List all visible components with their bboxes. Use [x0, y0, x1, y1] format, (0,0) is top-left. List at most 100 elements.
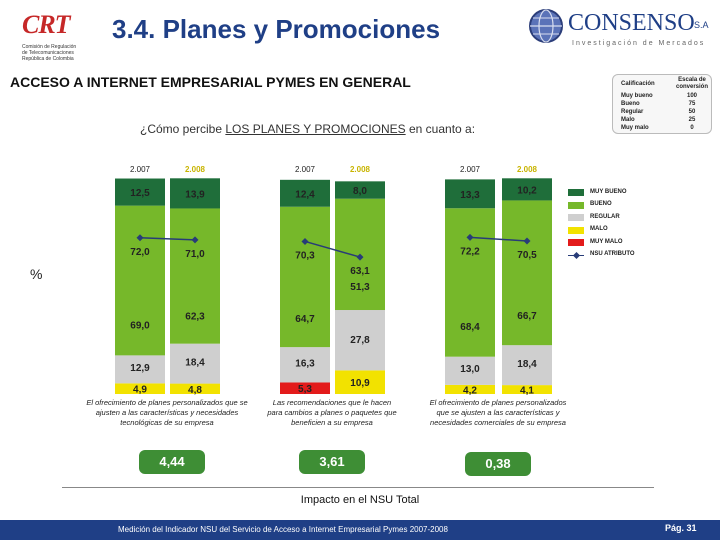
bar-segment-bueno [502, 200, 552, 346]
bar-data-label: 18,4 [185, 358, 205, 369]
nsu-line-segment [139, 237, 196, 241]
nsu-point [191, 236, 199, 244]
bar-data-label: 12,9 [130, 363, 150, 374]
bar-data-label: 64,7 [295, 314, 315, 325]
bar-data-label: 4,1 [520, 386, 534, 397]
scale-row-value: 100 [686, 93, 697, 99]
bar-segment-muy-bueno [170, 178, 220, 209]
bar-data-label: 27,8 [350, 335, 370, 346]
question-suffix: en cuanto a: [405, 122, 476, 136]
impact-value-badge: 0,38 [465, 452, 531, 476]
conversion-scale-table: Calificación Escala de conversión Muy bu… [612, 74, 712, 134]
bar-segment-regular [335, 310, 385, 371]
legend-label: NSU ATRIBUTO [590, 251, 635, 257]
bar-segment-muy-bueno [445, 179, 495, 209]
bar-segment-muy-malo [280, 382, 330, 394]
bar-segment-regular [170, 343, 220, 384]
bar-segment-regular [280, 347, 330, 383]
legend-label: MUY BUENO [590, 188, 627, 195]
bar-data-label: 13,3 [460, 190, 480, 201]
attribute-description: Las recomendaciones que le hacen para ca… [267, 398, 397, 427]
nsu-point [136, 234, 144, 242]
scale-row-value: 50 [688, 109, 696, 115]
bar-segment-muy-bueno [115, 178, 165, 206]
attribute-description: El ofrecimiento de planes personalizados… [86, 398, 248, 427]
question-emphasis: LOS PLANES Y PROMOCIONES [225, 122, 406, 136]
impact-value-badge: 3,61 [299, 450, 365, 474]
legend-label: MUY MALO [590, 238, 623, 245]
legend-swatch [568, 189, 584, 196]
bar-segment-malo [115, 383, 165, 394]
bar-data-label: 4,9 [133, 385, 147, 396]
scale-row-label: Muy bueno [621, 93, 653, 99]
legend-label: BUENO [590, 201, 612, 207]
bar-data-label: 10,9 [350, 378, 370, 389]
page-title: 3.4. Planes y Promociones [112, 14, 441, 44]
nsu-data-label: 71,0 [185, 249, 205, 260]
nsu-data-label: 70,5 [517, 250, 537, 261]
footer-text: Medición del Indicador NSU del Servicio … [118, 525, 448, 534]
year-tick-label: 2.007 [460, 165, 481, 174]
nsu-point [356, 253, 364, 261]
bar-segment-bueno [280, 206, 330, 348]
scale-row-label: Muy malo [621, 125, 649, 131]
bar-segment-regular [115, 355, 165, 384]
impact-title: Impacto en el NSU Total [300, 494, 420, 506]
nsu-point [301, 237, 309, 245]
nsu-data-label: 72,0 [130, 247, 150, 258]
bar-data-label: 4,8 [188, 385, 202, 396]
survey-question: ¿Cómo percibe LOS PLANES Y PROMOCIONES e… [140, 122, 475, 136]
legend-swatch [568, 239, 584, 246]
bar-segment-regular [445, 356, 495, 385]
year-tick-label: 2.007 [295, 165, 316, 174]
bar-segment-muy-bueno [280, 179, 330, 207]
bar-segment-bueno [115, 205, 165, 356]
bar-data-label: 66,7 [517, 311, 537, 322]
scale-col-conversion: Escala de conversión [675, 77, 708, 90]
nsu-data-label: 63,1 [350, 266, 370, 277]
section-subtitle: ACCESO A INTERNET EMPRESARIAL PYMES EN G… [10, 74, 411, 90]
bar-segment-bueno [170, 208, 220, 344]
bar-data-label: 12,4 [295, 189, 315, 200]
scale-row-value: 75 [688, 101, 696, 107]
bar-segment-malo [445, 384, 495, 394]
bar-segment-muy-bueno [335, 181, 385, 199]
year-tick-label: 2.008 [517, 165, 538, 174]
bar-segment-regular [502, 345, 552, 386]
bar-data-label: 13,9 [185, 189, 205, 200]
question-prefix: ¿Cómo percibe [140, 122, 226, 136]
impact-value-badge: 4,44 [139, 450, 205, 474]
scale-row-value: 25 [688, 117, 696, 123]
nsu-data-label: 70,3 [295, 250, 315, 261]
scale-row-label: Malo [621, 117, 635, 123]
bar-data-label: 18,4 [517, 359, 537, 370]
legend-label: MALO [590, 226, 608, 232]
bar-data-label: 16,3 [295, 359, 315, 370]
consenso-logo-name: CONSENSO [568, 10, 695, 36]
bar-data-label: 8,0 [353, 186, 367, 197]
scale-row-label: Regular [621, 109, 644, 115]
bar-segment-malo [502, 385, 552, 394]
footer-bar [0, 520, 720, 540]
attribute-description: El ofrecimiento de planes personalizados… [429, 398, 567, 427]
legend-swatch [568, 201, 584, 209]
bar-data-label: 4,2 [463, 385, 477, 396]
legend-label: REGULAR [590, 213, 620, 220]
nsu-line-segment [304, 240, 361, 258]
nsu-line-segment [469, 236, 528, 242]
bar-segment-bueno [445, 208, 495, 357]
crt-logo-text: CRT [22, 10, 71, 39]
bar-data-label: 12,5 [130, 188, 150, 199]
nsu-point [466, 233, 474, 241]
bar-segment-malo [170, 383, 220, 394]
scale-row-label: Bueno [621, 101, 640, 107]
legend-swatch [568, 226, 584, 234]
bar-data-label: 5,3 [298, 384, 312, 395]
bar-data-label: 10,2 [517, 185, 537, 196]
bar-data-label: 68,4 [460, 322, 480, 333]
crt-logo-subtitle: Comisión de Regulación de Telecomunicaci… [22, 44, 77, 62]
divider [62, 487, 654, 488]
bar-segment-muy-bueno [502, 178, 552, 201]
bar-data-label: 13,0 [460, 364, 480, 375]
nsu-data-label: 72,2 [460, 246, 480, 257]
